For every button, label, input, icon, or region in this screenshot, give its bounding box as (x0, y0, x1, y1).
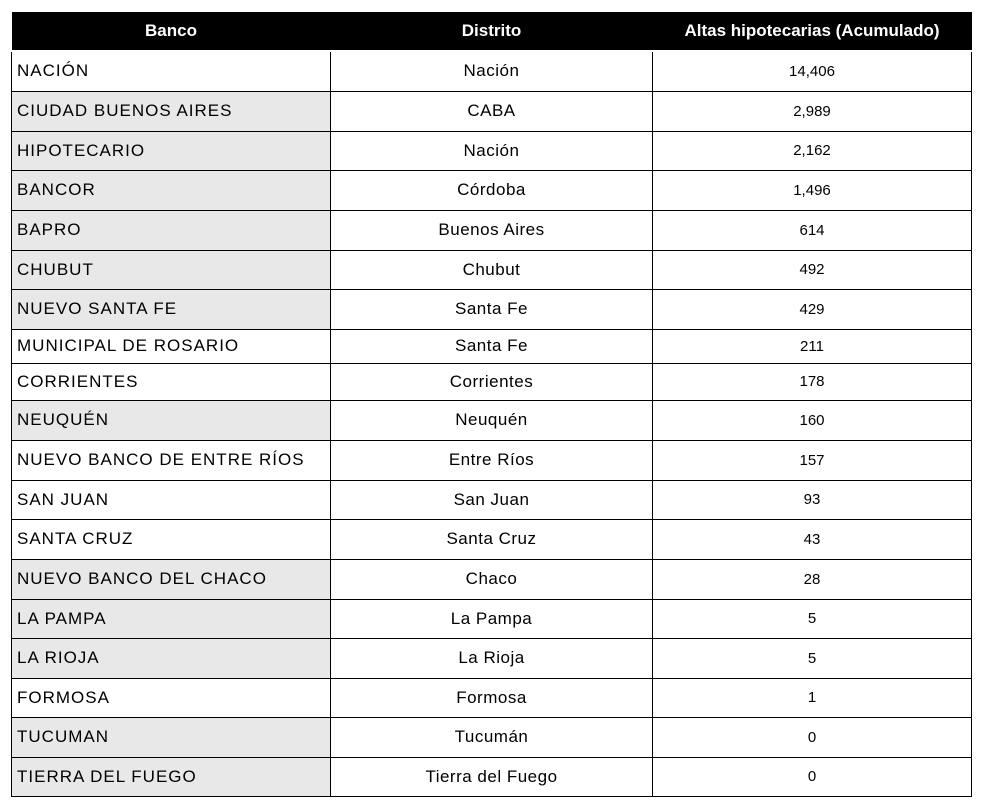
table-row: SANTA CRUZ Santa Cruz 43 (11, 518, 972, 560)
altas-cell: 211 (652, 328, 972, 364)
altas-cell: 429 (652, 288, 972, 330)
table-row: TIERRA DEL FUEGO Tierra del Fuego 0 (11, 756, 972, 797)
altas-cell: 28 (652, 558, 972, 600)
altas-cell: 0 (652, 716, 972, 758)
altas-cell: 1,496 (652, 169, 972, 211)
district-cell: Entre Ríos (330, 439, 653, 481)
bank-cell: NUEVO SANTA FE (11, 288, 331, 330)
altas-cell: 5 (652, 637, 972, 679)
bank-cell: TUCUMAN (11, 716, 331, 758)
district-cell: Nación (330, 130, 653, 171)
district-cell: Tierra del Fuego (330, 756, 653, 797)
bank-cell: NACIÓN (11, 50, 331, 92)
altas-cell: 93 (652, 479, 972, 520)
table-row: LA PAMPA La Pampa 5 (11, 598, 972, 639)
bank-cell: CORRIENTES (11, 362, 331, 401)
table-row: CHUBUT Chubut 492 (11, 249, 972, 290)
altas-cell: 1 (652, 677, 972, 718)
altas-cell: 2,162 (652, 130, 972, 171)
table-row: TUCUMAN Tucumán 0 (11, 716, 972, 758)
district-cell: Formosa (330, 677, 653, 718)
altas-cell: 43 (652, 518, 972, 560)
table-row: CORRIENTES Corrientes 178 (11, 362, 972, 401)
bank-cell: CHUBUT (11, 249, 331, 290)
altas-cell: 14,406 (652, 50, 972, 92)
bank-cell: NEUQUÉN (11, 399, 331, 441)
district-cell: Santa Fe (330, 328, 653, 364)
table-row: NUEVO SANTA FE Santa Fe 429 (11, 288, 972, 330)
table-row: SAN JUAN San Juan 93 (11, 479, 972, 520)
altas-cell: 0 (652, 756, 972, 797)
altas-cell: 178 (652, 362, 972, 401)
bank-cell: BANCOR (11, 169, 331, 211)
altas-cell: 2,989 (652, 90, 972, 132)
bank-cell: CIUDAD BUENOS AIRES (11, 90, 331, 132)
table-row: MUNICIPAL DE ROSARIO Santa Fe 211 (11, 328, 972, 364)
district-cell: Santa Fe (330, 288, 653, 330)
altas-cell: 492 (652, 249, 972, 290)
header-row: Banco Distrito Altas hipotecarias (Acumu… (11, 12, 972, 52)
district-cell: La Pampa (330, 598, 653, 639)
bank-cell: MUNICIPAL DE ROSARIO (11, 328, 331, 364)
district-cell: Neuquén (330, 399, 653, 441)
district-cell: Tucumán (330, 716, 653, 758)
district-cell: La Rioja (330, 637, 653, 679)
header-distrito: Distrito (330, 12, 653, 52)
altas-cell: 5 (652, 598, 972, 639)
altas-cell: 160 (652, 399, 972, 441)
bank-cell: LA PAMPA (11, 598, 331, 639)
table-row: HIPOTECARIO Nación 2,162 (11, 130, 972, 171)
bank-cell: TIERRA DEL FUEGO (11, 756, 331, 797)
district-cell: Córdoba (330, 169, 653, 211)
bank-cell: SAN JUAN (11, 479, 331, 520)
altas-cell: 157 (652, 439, 972, 481)
bank-cell: NUEVO BANCO DEL CHACO (11, 558, 331, 600)
bank-cell: HIPOTECARIO (11, 130, 331, 171)
district-cell: Chubut (330, 249, 653, 290)
bank-cell: BAPRO (11, 209, 331, 251)
altas-cell: 614 (652, 209, 972, 251)
table-row: BANCOR Córdoba 1,496 (11, 169, 972, 211)
table-row: NEUQUÉN Neuquén 160 (11, 399, 972, 441)
bank-cell: SANTA CRUZ (11, 518, 331, 560)
bank-cell: FORMOSA (11, 677, 331, 718)
district-cell: Buenos Aires (330, 209, 653, 251)
table-row: BAPRO Buenos Aires 614 (11, 209, 972, 251)
mortgage-table: Banco Distrito Altas hipotecarias (Acumu… (11, 12, 972, 797)
header-altas: Altas hipotecarias (Acumulado) (652, 12, 972, 52)
table-row: FORMOSA Formosa 1 (11, 677, 972, 718)
district-cell: CABA (330, 90, 653, 132)
district-cell: Santa Cruz (330, 518, 653, 560)
header-banco: Banco (11, 12, 331, 52)
table-row: CIUDAD BUENOS AIRES CABA 2,989 (11, 90, 972, 132)
table-row: NACIÓN Nación 14,406 (11, 50, 972, 92)
district-cell: Corrientes (330, 362, 653, 401)
bank-cell: NUEVO BANCO DE ENTRE RÍOS (11, 439, 331, 481)
district-cell: Nación (330, 50, 653, 92)
bank-cell: LA RIOJA (11, 637, 331, 679)
district-cell: San Juan (330, 479, 653, 520)
table-row: NUEVO BANCO DEL CHACO Chaco 28 (11, 558, 972, 600)
table-row: NUEVO BANCO DE ENTRE RÍOS Entre Ríos 157 (11, 439, 972, 481)
table-row: LA RIOJA La Rioja 5 (11, 637, 972, 679)
district-cell: Chaco (330, 558, 653, 600)
